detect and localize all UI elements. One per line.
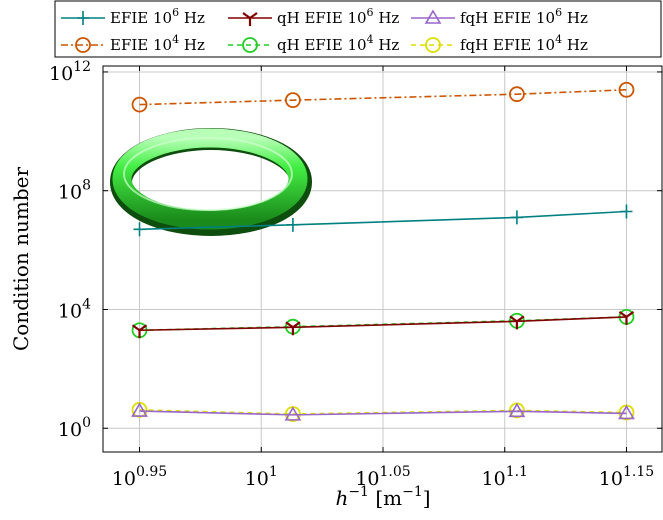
data-point [510,210,523,225]
legend-marker [425,37,441,53]
series-3 [131,81,635,113]
data-point [618,81,635,98]
legend-item: fqH EFIE 106 Hz [411,6,588,27]
legend-item: qH EFIE 106 Hz [228,6,399,27]
x-tick-label: 101.1 [482,464,528,490]
y-tick-label: 108 [58,178,91,204]
x-tick-label: 101.05 [355,464,410,490]
legend-label: fqH EFIE 106 Hz [460,6,588,27]
series-2 [131,402,635,421]
grid-lines [103,66,663,452]
y-axis-label-group: Condition number [9,167,33,352]
inset-torus [110,128,312,236]
y-tick-label: 1012 [49,59,91,85]
y-axis-label: Condition number [9,167,33,352]
legend-marker [242,12,258,26]
data-point [285,321,301,336]
legend-label: fqH EFIE 104 Hz [460,33,588,54]
data-point [508,402,526,418]
x-tick-label: 100.95 [112,464,167,490]
plot-series [131,81,635,422]
legend-marker [242,37,258,53]
data-point [509,86,525,103]
data-point [284,406,302,421]
series-line [139,409,627,415]
legend-item: qH EFIE 104 Hz [228,33,399,54]
data-point [133,222,146,237]
legend-item: EFIE 106 Hz [61,6,205,27]
axis-ticks: 100.95 101 101.05 101.1 101.15 100 104 108 1012 [49,59,662,490]
series-0 [133,204,633,237]
legend-box [54,0,662,58]
x-tick-label: 101.15 [599,464,654,490]
series-line [139,88,627,106]
x-axis-label: h−1 [m−1] [335,484,430,510]
data-point [620,204,633,219]
series-line [139,316,627,332]
torus-highlight [123,137,293,211]
legend-label: EFIE 104 Hz [110,33,205,54]
x-tick-label: 101 [245,464,278,490]
legend-marker [77,11,89,25]
data-point [131,324,148,339]
data-point [131,402,148,417]
series-line [139,410,627,416]
legend-label: qH EFIE 106 Hz [277,6,399,27]
data-point [285,92,301,109]
x-axis-label-group: h−1 [m−1] [335,484,430,510]
data-point [286,217,299,232]
legend-marker [75,37,91,53]
data-point [509,315,525,330]
data-point [618,311,635,325]
y-tick-label: 100 [58,415,91,441]
legend-marker [424,9,442,24]
legend-item: EFIE 104 Hz [61,33,205,54]
legend-label: EFIE 106 Hz [110,6,205,27]
series-line [139,210,627,231]
data-point [131,96,148,113]
y-tick-label: 104 [58,296,91,322]
legend-label: qH EFIE 104 Hz [277,33,399,54]
series-1 [131,311,635,339]
data-point [618,404,635,420]
legend: EFIE 106 Hz qH EFIE 106 Hz fqH EFIE 106 Hz… [54,0,662,58]
legend-item: fqH EFIE 104 Hz [411,33,588,54]
